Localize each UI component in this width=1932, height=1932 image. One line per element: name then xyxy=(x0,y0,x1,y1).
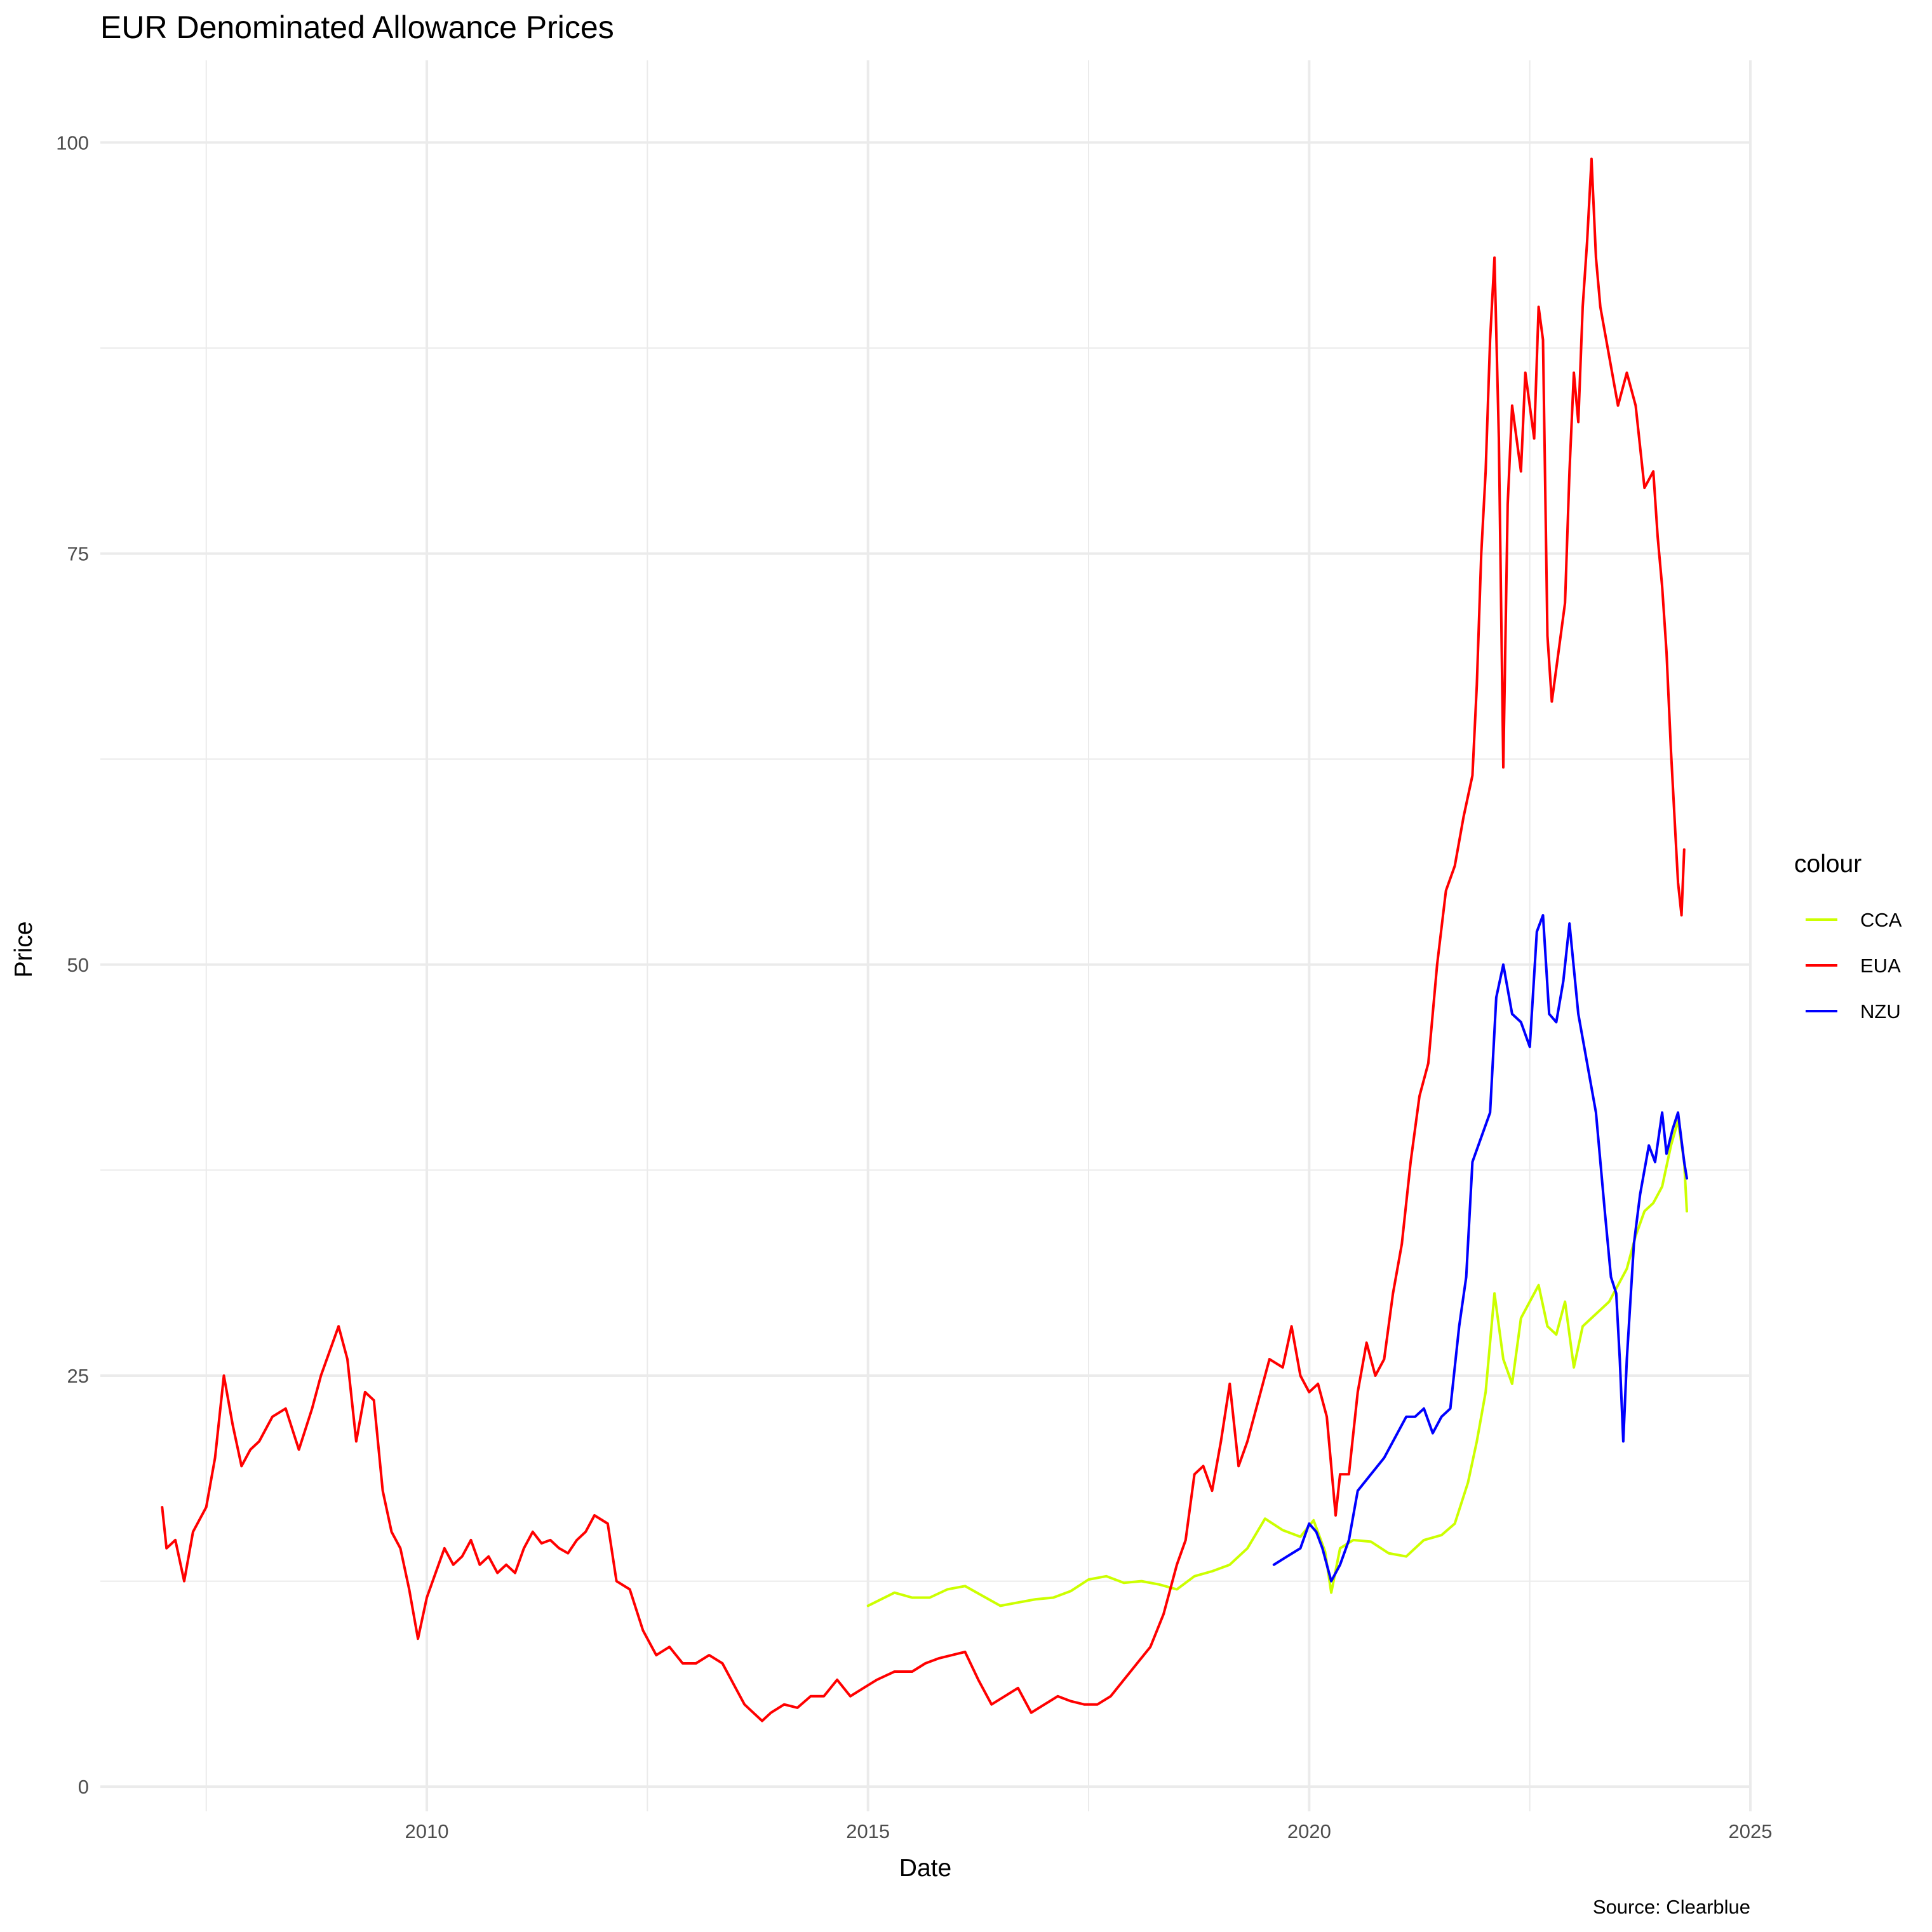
legend-items: CCA EUA NZU xyxy=(1806,909,1902,1023)
y-tick-label: 50 xyxy=(67,954,89,976)
legend-label-eua: EUA xyxy=(1860,955,1901,977)
y-tick-label: 75 xyxy=(67,543,89,565)
series-line-eua xyxy=(161,158,1686,1722)
legend: colour CCA EUA NZU xyxy=(1794,850,1902,1023)
minor-gridlines xyxy=(100,60,1750,1811)
major-gridlines xyxy=(100,60,1752,1811)
chart-title: EUR Denominated Allowance Prices xyxy=(100,10,614,45)
x-axis-title: Date xyxy=(899,1855,951,1882)
y-tick-label: 100 xyxy=(56,131,89,154)
legend-label-cca: CCA xyxy=(1860,909,1902,931)
series-lines xyxy=(161,158,1688,1722)
y-axis-ticks: 0 25 50 75 100 xyxy=(56,131,89,1798)
legend-label-nzu: NZU xyxy=(1860,1000,1901,1023)
x-tick-label: 2025 xyxy=(1729,1820,1773,1842)
y-tick-label: 25 xyxy=(67,1365,89,1387)
legend-title: colour xyxy=(1794,850,1862,878)
x-tick-label: 2015 xyxy=(846,1820,890,1842)
series-line-cca xyxy=(866,1119,1688,1607)
x-tick-label: 2020 xyxy=(1287,1820,1331,1842)
caption: Source: Clearblue xyxy=(1593,1896,1750,1918)
x-axis-ticks: 2010 2015 2020 2025 xyxy=(405,1820,1773,1842)
y-tick-label: 0 xyxy=(78,1776,89,1798)
x-tick-label: 2010 xyxy=(405,1820,449,1842)
series-line-nzu xyxy=(1272,914,1688,1583)
y-axis-title: Price xyxy=(10,922,37,978)
